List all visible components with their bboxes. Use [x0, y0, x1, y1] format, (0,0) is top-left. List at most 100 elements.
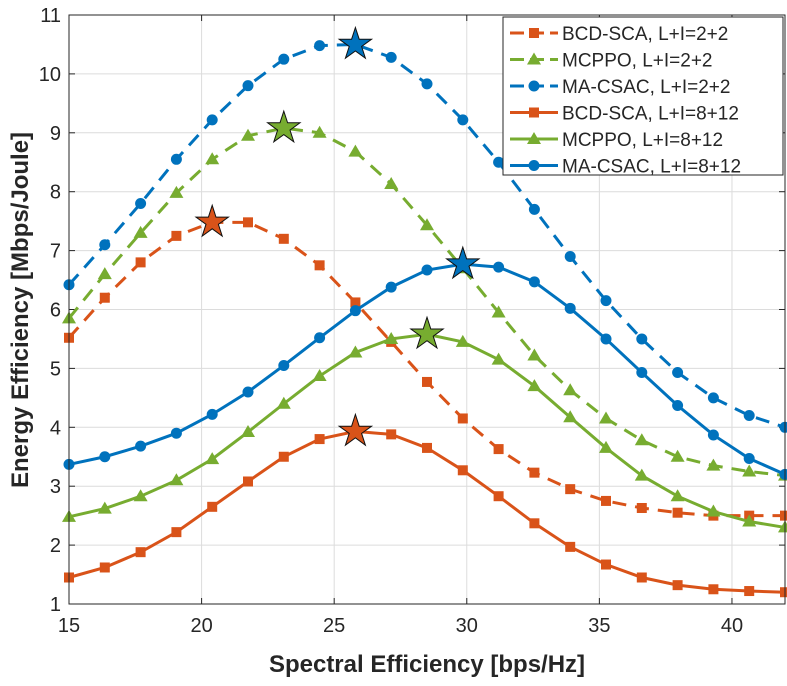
- y-tick-label: 3: [50, 476, 61, 498]
- data-point: [565, 303, 576, 314]
- data-point: [207, 114, 218, 125]
- data-point: [136, 547, 146, 557]
- y-tick-label: 10: [39, 64, 61, 86]
- data-point: [315, 434, 325, 444]
- data-point: [99, 451, 110, 462]
- data-point: [243, 217, 253, 227]
- legend-marker: [529, 81, 540, 92]
- data-point: [243, 80, 254, 91]
- legend-label: BCD-SCA, L+I=8+12: [562, 104, 739, 125]
- y-tick-label: 8: [50, 182, 61, 204]
- data-point: [601, 333, 612, 344]
- data-point: [458, 413, 468, 423]
- series-bcd-sca-l-i-2-2: [64, 205, 787, 520]
- y-axis-label: Energy Efficiency [Mbps/Joule]: [7, 132, 34, 488]
- y-tick-label: 6: [50, 300, 61, 322]
- data-point: [529, 276, 540, 287]
- data-point: [422, 377, 432, 387]
- x-tick-label: 15: [58, 615, 80, 637]
- data-point: [565, 484, 575, 494]
- data-point: [708, 429, 719, 440]
- data-point: [135, 198, 146, 209]
- y-tick-label: 7: [50, 241, 61, 263]
- data-point: [313, 369, 327, 381]
- data-point: [422, 443, 432, 453]
- peak-star-marker: [339, 28, 371, 59]
- data-point: [744, 586, 754, 596]
- legend-label: MA-CSAC, L+I=8+12: [562, 157, 741, 178]
- data-point: [386, 282, 397, 293]
- peak-star-marker: [268, 111, 300, 142]
- x-tick-label: 40: [721, 615, 743, 637]
- data-point: [100, 562, 110, 572]
- data-point: [565, 251, 576, 262]
- series-mcppo-l-i-8-12: [62, 317, 787, 532]
- data-point: [744, 453, 755, 464]
- legend-label: BCD-SCA, L+I=2+2: [562, 24, 728, 45]
- data-point: [315, 260, 325, 270]
- series-bcd-sca-l-i-8-12: [64, 414, 787, 597]
- data-point: [671, 489, 685, 501]
- data-point: [279, 452, 289, 462]
- data-point: [169, 473, 183, 485]
- legend-label: MCPPO, L+I=2+2: [562, 51, 713, 72]
- legend-label: MA-CSAC, L+I=2+2: [562, 77, 730, 98]
- data-point: [279, 234, 289, 244]
- y-tick-label: 4: [50, 417, 61, 439]
- data-point: [493, 262, 504, 273]
- data-point: [205, 152, 219, 164]
- data-point: [635, 433, 649, 445]
- data-point: [98, 267, 112, 279]
- data-point: [278, 360, 289, 371]
- x-axis-label: Spectral Efficiency [bps/Hz]: [269, 651, 585, 678]
- x-tick-label: 20: [190, 615, 212, 637]
- data-point: [780, 422, 787, 433]
- data-point: [494, 444, 504, 454]
- data-point: [386, 52, 397, 63]
- data-point: [457, 114, 468, 125]
- data-point: [314, 332, 325, 343]
- series-line: [69, 128, 785, 476]
- data-point: [99, 239, 110, 250]
- data-point: [386, 429, 396, 439]
- data-point: [744, 410, 755, 421]
- data-point: [243, 386, 254, 397]
- peak-star-marker: [339, 414, 371, 445]
- legend-marker: [529, 108, 539, 118]
- data-point: [100, 293, 110, 303]
- data-point: [493, 157, 504, 168]
- data-point: [171, 231, 181, 241]
- y-tick-label: 11: [40, 5, 61, 27]
- x-tick-label: 25: [323, 615, 345, 637]
- data-point: [348, 145, 362, 157]
- data-point: [780, 587, 787, 597]
- data-point: [706, 459, 720, 471]
- y-tick-label: 9: [50, 123, 61, 145]
- data-point: [171, 428, 182, 439]
- data-point: [135, 441, 146, 452]
- data-point: [136, 257, 146, 267]
- peak-star-marker: [411, 317, 443, 348]
- data-point: [278, 54, 289, 65]
- data-point: [458, 465, 468, 475]
- data-point: [563, 383, 577, 395]
- data-point: [350, 305, 361, 316]
- legend-label: MCPPO, L+I=8+12: [562, 130, 723, 151]
- data-point: [780, 511, 787, 521]
- data-point: [601, 560, 611, 570]
- legend: BCD-SCA, L+I=2+2 MCPPO, L+I=2+2 MA-CSAC, L…: [503, 17, 783, 178]
- data-point: [636, 333, 647, 344]
- data-point: [243, 476, 253, 486]
- y-tick-label: 2: [50, 535, 61, 557]
- data-point: [601, 496, 611, 506]
- data-point: [672, 400, 683, 411]
- data-point: [494, 491, 504, 501]
- data-point: [529, 204, 540, 215]
- data-point: [637, 572, 647, 582]
- data-point: [529, 518, 539, 528]
- data-point: [672, 367, 683, 378]
- legend-marker: [529, 160, 540, 171]
- data-point: [636, 367, 647, 378]
- peak-star-marker: [196, 205, 228, 236]
